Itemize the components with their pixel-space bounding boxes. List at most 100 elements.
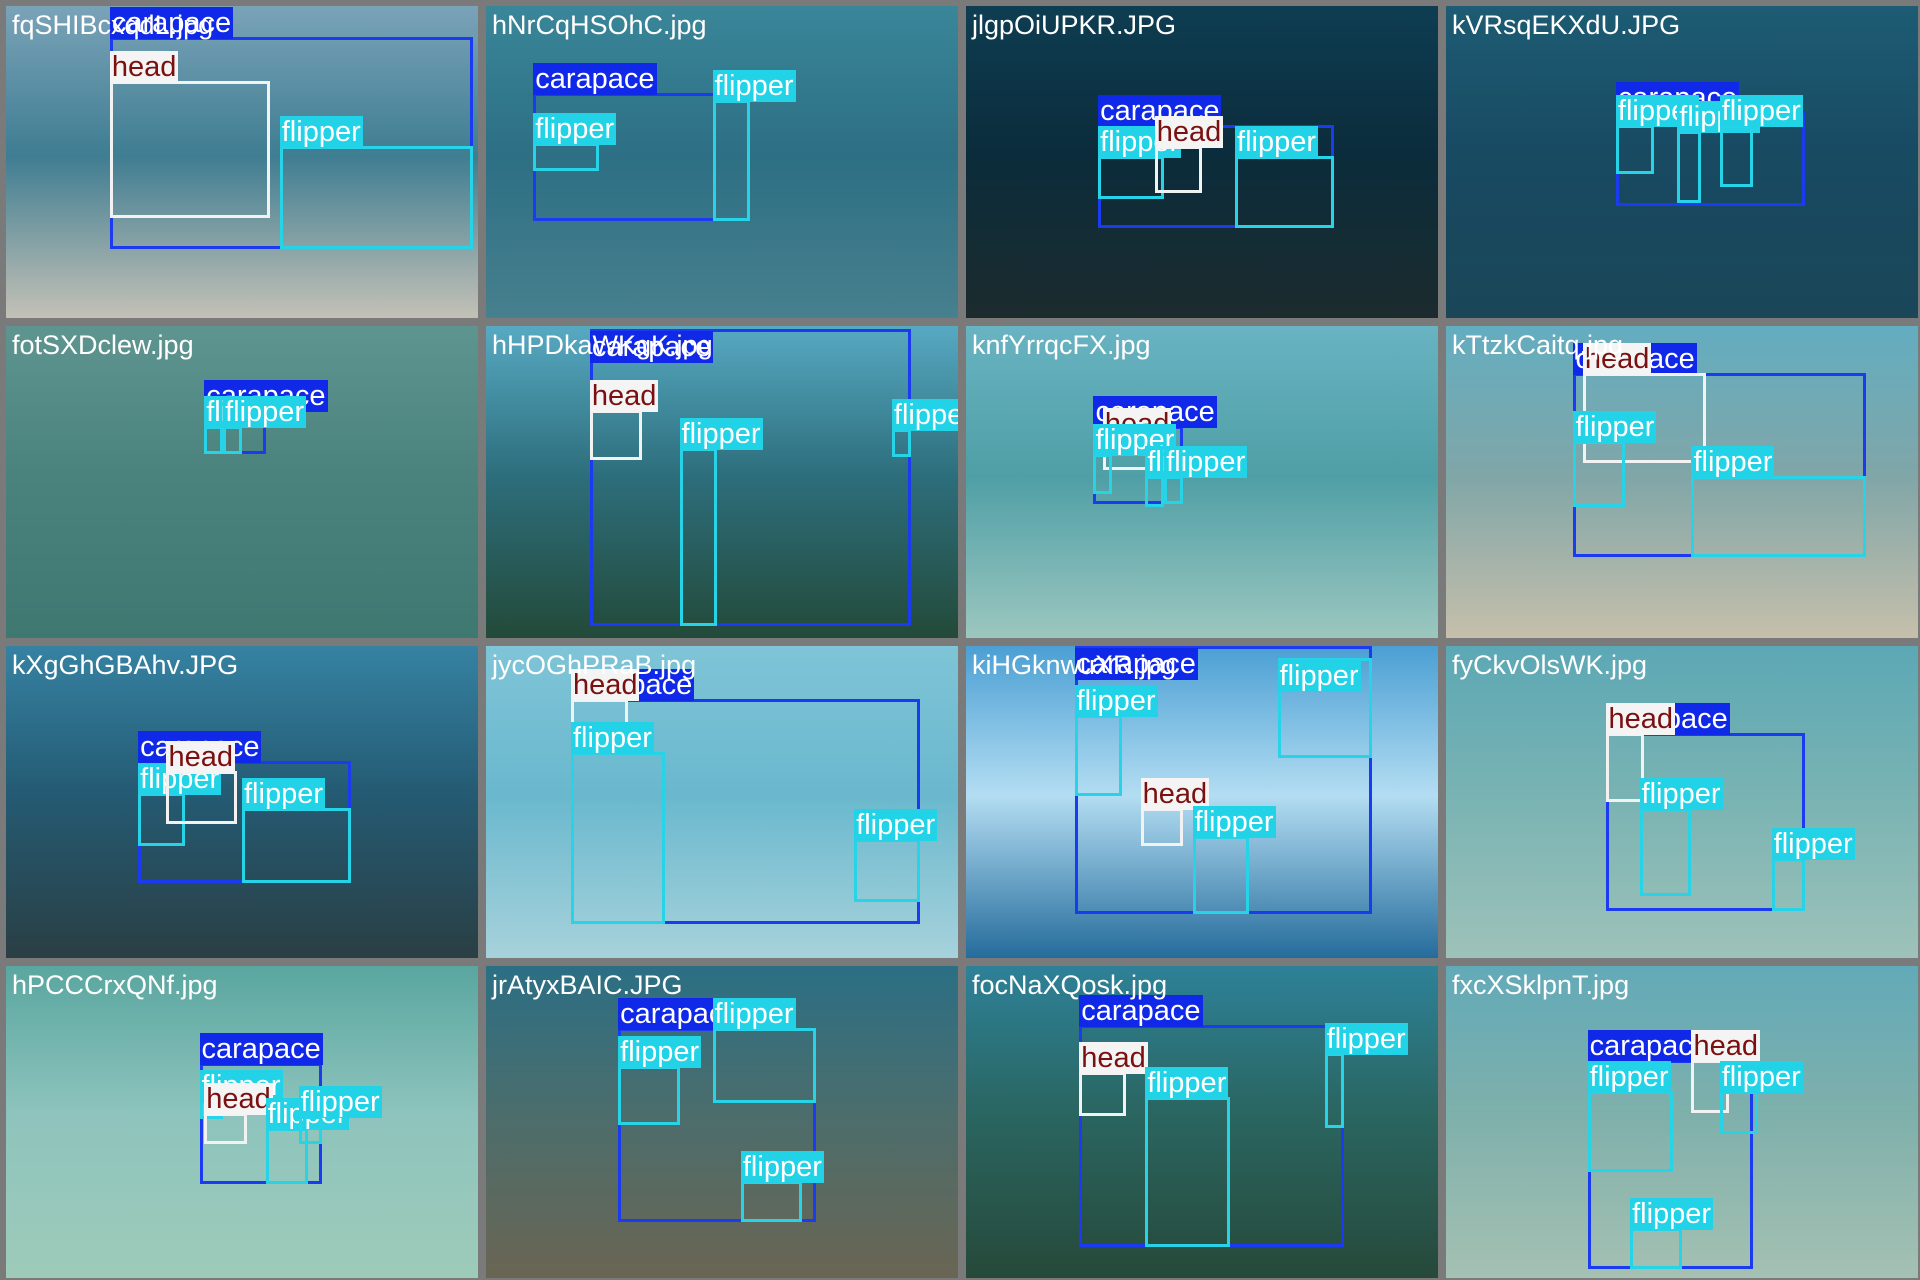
flipper-bounding-box (1324, 1053, 1344, 1129)
flipper-bounding-box (1145, 1097, 1231, 1247)
carapace-bounding-box (589, 329, 911, 626)
flipper-label: flipper (1277, 660, 1361, 693)
carapace-label: carapace (1587, 1029, 1711, 1062)
underwater-photo (1446, 6, 1918, 318)
image-tile: carapace head flipper fqSHIBcxqdL.jpg (6, 6, 478, 318)
image-tile: carapace flipper flipper head flipper kiHGknw… (966, 646, 1438, 958)
carapace-label: carapace (533, 63, 657, 96)
flipper-bounding-box (1677, 130, 1701, 203)
flipper-bounding-box (1615, 124, 1654, 175)
flipper-label: flipper (1691, 445, 1775, 478)
underwater-photo (1446, 326, 1918, 638)
image-tile: carapaceheadflipperflipperflipperknfYrrq… (966, 326, 1438, 638)
flipper-label: flipper (1719, 1060, 1803, 1093)
flipper-bounding-box (1192, 836, 1250, 915)
flipper-label: flipper (740, 1151, 824, 1184)
flipper-bounding-box (712, 1028, 817, 1104)
flipper-label: flipper (279, 116, 363, 149)
flipper-label: flipper (854, 809, 938, 842)
flipper-label: flipper (891, 398, 958, 431)
carapace-label: carapace (589, 331, 714, 364)
head-label: head (1691, 1029, 1760, 1062)
flipper-label: flipper (570, 722, 654, 755)
flipper-bounding-box (223, 425, 242, 454)
underwater-photo (6, 6, 478, 318)
flipper-bounding-box (1630, 1228, 1682, 1269)
flipper-bounding-box (1719, 1090, 1758, 1135)
image-tile: carapace head flipper flipper focNaXQosk.jpg (966, 966, 1438, 1278)
flipper-label: flipper (1235, 125, 1319, 158)
flipper-bounding-box (712, 99, 751, 222)
carapace-label: carapace (109, 7, 234, 40)
flipper-bounding-box (1145, 475, 1165, 507)
flipper-label: flipper (1074, 684, 1158, 717)
flipper-label: flipper (618, 1035, 702, 1068)
head-label: head (589, 380, 659, 413)
head-bounding-box (1140, 808, 1184, 846)
flipper-bounding-box (1719, 124, 1753, 187)
image-tile: carapaceheadflipperflipperhHPDkaWKgK.jpg (486, 326, 958, 638)
flipper-label: flipper (1192, 806, 1276, 839)
carapace-label: carapace (1079, 995, 1203, 1028)
image-tile: carapaceflipperheadflipperhNrCqHSOhC.jpg (486, 6, 958, 318)
head-label: head (166, 740, 235, 773)
flipper-bounding-box (1573, 441, 1626, 507)
flipper-bounding-box (1691, 475, 1867, 557)
flipper-label: flipper (223, 395, 307, 428)
flipper-bounding-box (279, 146, 474, 250)
flipper-label: flipper (712, 998, 796, 1031)
head-label: head (1606, 703, 1675, 736)
flipper-label: flipper (242, 778, 325, 811)
flipper-bounding-box (1074, 714, 1122, 796)
head-label: head (1140, 778, 1210, 811)
image-tile: carapaceflipperflipperfotSXDclew.jpg (6, 326, 478, 638)
head-bounding-box (589, 410, 642, 461)
flipper-bounding-box (1164, 475, 1184, 504)
underwater-photo (966, 6, 1438, 318)
flipper-label: flipper (1145, 1067, 1229, 1100)
flipper-bounding-box (1235, 155, 1335, 228)
underwater-photo (6, 966, 478, 1278)
image-tile: carapace flipper flipper flipper jrAtyxBAIC.… (486, 966, 958, 1278)
flipper-label: flipper (679, 417, 763, 450)
flipper-label: flipper (1771, 828, 1855, 861)
image-tile: carapaceheadflipperflipperkTtzkCaitq.jpg (1446, 326, 1918, 638)
flipper-bounding-box (891, 428, 911, 458)
image-tile: carapace head flipper flipper flipper fxcXSkl… (1446, 966, 1918, 1278)
head-label: head (109, 50, 179, 83)
flipper-bounding-box (1093, 453, 1113, 495)
flipper-label: flipper (1719, 94, 1803, 127)
flipper-bounding-box (854, 839, 921, 902)
flipper-bounding-box (242, 808, 351, 884)
head-bounding-box (166, 770, 238, 824)
head-bounding-box (204, 1112, 247, 1144)
underwater-photo (486, 6, 958, 318)
flipper-bounding-box (618, 1065, 680, 1126)
head-label: head (1154, 116, 1224, 149)
flipper-bounding-box (1587, 1090, 1673, 1172)
flipper-bounding-box (1639, 808, 1692, 896)
head-label: head (570, 669, 640, 702)
flipper-label: flipper (1587, 1060, 1671, 1093)
flipper-label: flipper (712, 69, 796, 102)
image-tile: carapaceflipperflipperflipperkVRsqEKXdU.… (1446, 6, 1918, 318)
head-label: head (204, 1082, 273, 1115)
image-tile: carapaceflipperheadflipperkXgGhGBAhv.JPG (6, 646, 478, 958)
flipper-bounding-box (1277, 658, 1372, 759)
flipper-bounding-box (533, 143, 600, 172)
flipper-bounding-box (298, 1115, 323, 1144)
head-bounding-box (109, 80, 271, 219)
flipper-label: flipper (1324, 1023, 1408, 1056)
flipper-label: flipper (1573, 411, 1657, 444)
flipper-bounding-box (740, 1181, 803, 1222)
carapace-label: carapace (1074, 648, 1198, 680)
flipper-label: flipper (533, 113, 617, 146)
underwater-photo (486, 646, 958, 958)
head-label: head (1582, 342, 1652, 375)
flipper-bounding-box (570, 752, 666, 924)
carapace-label: carapace (199, 1032, 323, 1065)
head-bounding-box (1079, 1072, 1127, 1116)
underwater-photo (486, 326, 958, 638)
head-label: head (1079, 1042, 1148, 1075)
